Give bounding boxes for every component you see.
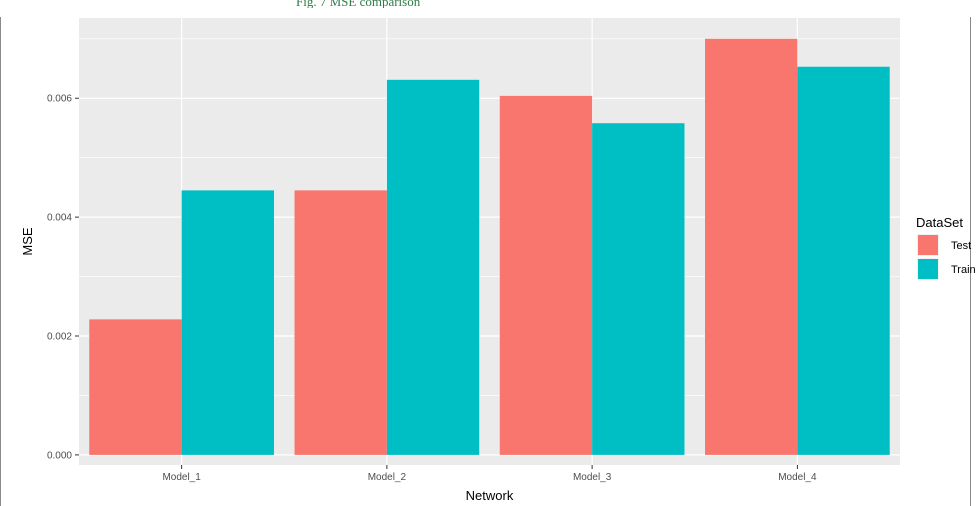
bars <box>89 38 890 455</box>
y-tick-label: 0.004 <box>47 213 72 224</box>
bar-test-model_4 <box>705 38 798 455</box>
bar-test-model_3 <box>499 95 593 455</box>
x-tick-label: Model_4 <box>778 472 817 483</box>
x-tick-label: Model_1 <box>162 472 201 483</box>
bar-train-model_3 <box>592 123 685 455</box>
y-axis-title: MSE <box>20 227 35 256</box>
figure-caption-fragment: Fig. 7 MSE comparison <box>296 0 421 8</box>
header-strip: Fig. 7 MSE comparison <box>0 0 977 17</box>
y-axis-ticks: 0.000 0.002 0.004 0.006 <box>47 94 79 461</box>
x-tick-label: Model_2 <box>368 472 407 483</box>
legend-swatch-test <box>918 235 938 255</box>
bar-train-model_2 <box>386 79 480 455</box>
legend-label-test: Test <box>951 240 971 252</box>
x-axis-ticks: Model_1 Model_2 Model_3 Model_4 <box>162 465 817 483</box>
bar-test-model_2 <box>294 190 387 455</box>
x-axis-title: Network <box>466 488 514 503</box>
y-tick-label: 0.000 <box>47 450 72 461</box>
legend-swatch-train <box>918 259 938 279</box>
bar-train-model_4 <box>797 66 890 455</box>
legend-label-train: Train <box>951 264 976 276</box>
bar-train-model_1 <box>181 190 274 455</box>
legend-title: DataSet <box>916 215 963 230</box>
legend: DataSet Test Train <box>916 215 976 280</box>
x-tick-label: Model_3 <box>573 472 612 483</box>
y-tick-label: 0.002 <box>47 332 72 343</box>
bar-test-model_1 <box>89 319 182 455</box>
y-tick-label: 0.006 <box>47 94 72 105</box>
